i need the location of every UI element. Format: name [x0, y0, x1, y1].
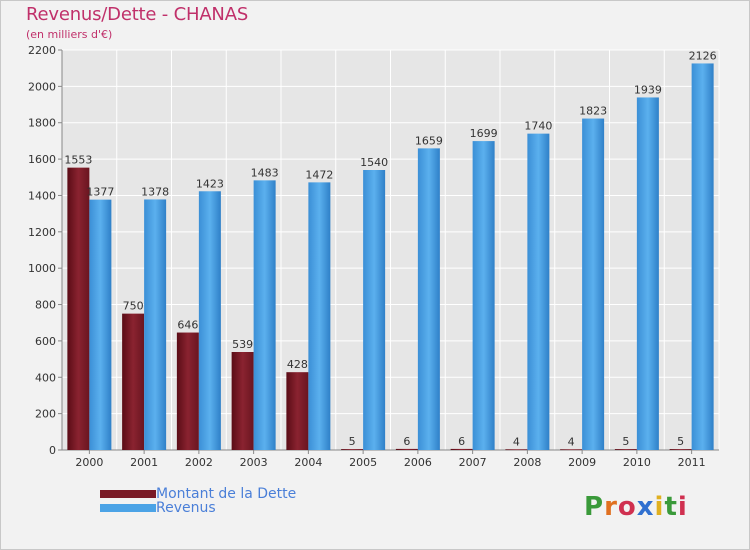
x-tick-label: 2010	[623, 456, 651, 469]
bar-revenus	[363, 170, 386, 450]
data-label-revenus: 1472	[305, 168, 333, 181]
x-tick-label: 2001	[130, 456, 158, 469]
legend-item-revenus: Revenus	[100, 500, 216, 516]
logo-letter: t	[664, 492, 678, 522]
bar-revenus	[472, 141, 495, 450]
x-tick-label: 2005	[349, 456, 377, 469]
y-tick-label: 1000	[28, 262, 56, 275]
x-tick-label: 2009	[568, 456, 596, 469]
x-tick-label: 2004	[294, 456, 322, 469]
bar-dette	[341, 449, 364, 450]
data-label-revenus: 1740	[524, 120, 552, 133]
logo-letter: r	[604, 492, 618, 522]
data-label-revenus: 1699	[470, 127, 498, 140]
bar-dette	[286, 372, 309, 450]
bar-revenus	[198, 191, 221, 451]
data-label-dette: 646	[177, 319, 198, 332]
data-label-revenus: 1378	[141, 185, 169, 198]
x-tick-label: 2011	[678, 456, 706, 469]
y-tick-label: 800	[35, 299, 56, 312]
y-tick-label: 2200	[28, 44, 56, 57]
bar-dette	[67, 167, 90, 451]
y-tick-label: 400	[35, 371, 56, 384]
data-label-dette: 5	[622, 435, 629, 448]
y-tick-label: 1400	[28, 189, 56, 202]
bar-dette	[122, 313, 145, 450]
x-tick-label: 2002	[185, 456, 213, 469]
x-tick-label: 2008	[513, 456, 541, 469]
data-label-dette: 4	[513, 435, 520, 448]
y-tick-label: 1800	[28, 117, 56, 130]
bar-revenus	[417, 148, 440, 450]
data-label-revenus: 1377	[86, 186, 114, 199]
y-tick-label: 600	[35, 335, 56, 348]
legend-swatch-revenus	[100, 504, 156, 512]
data-label-dette: 5	[349, 435, 356, 448]
data-label-dette: 5	[677, 435, 684, 448]
data-label-revenus: 1823	[579, 105, 607, 118]
x-tick-label: 2006	[404, 456, 432, 469]
y-tick-label: 1600	[28, 153, 56, 166]
y-tick-label: 1200	[28, 226, 56, 239]
chart-title: Revenus/Dette - CHANAS	[26, 4, 249, 25]
proxiti-logo: Proxiti	[584, 492, 688, 522]
x-tick-label: 2007	[459, 456, 487, 469]
data-label-revenus: 2126	[689, 49, 717, 62]
bar-revenus	[253, 180, 276, 450]
bar-dette	[614, 449, 637, 450]
data-label-revenus: 1659	[415, 134, 443, 147]
bar-revenus	[527, 133, 550, 451]
bar-revenus	[636, 97, 659, 451]
data-label-dette: 539	[232, 338, 253, 351]
legend-item-dette: Montant de la Dette	[100, 486, 297, 502]
legend-swatch-dette	[100, 490, 156, 498]
y-tick-label: 2000	[28, 80, 56, 93]
bar-revenus	[582, 118, 605, 450]
logo-letter: i	[677, 492, 688, 522]
bar-revenus	[308, 182, 331, 450]
data-label-dette: 4	[568, 435, 575, 448]
bar-dette	[560, 449, 583, 451]
data-label-dette: 6	[403, 435, 410, 448]
logo-letter: x	[636, 492, 655, 522]
bar-dette	[669, 449, 692, 450]
x-tick-label: 2000	[75, 456, 103, 469]
x-tick-label: 2003	[240, 456, 268, 469]
logo-letter: o	[617, 492, 637, 522]
y-tick-label: 200	[35, 408, 56, 421]
legend-label-revenus: Revenus	[156, 500, 216, 516]
data-label-revenus: 1540	[360, 156, 388, 169]
chart-subtitle: (en milliers d'€)	[26, 28, 113, 41]
bar-revenus	[691, 63, 714, 451]
bar-dette	[505, 449, 528, 451]
bar-revenus	[89, 199, 112, 450]
bar-dette	[231, 352, 254, 450]
legend-label-dette: Montant de la Dette	[156, 486, 297, 502]
data-label-revenus: 1939	[634, 83, 662, 96]
data-label-revenus: 1423	[196, 177, 224, 190]
logo-letter: P	[584, 492, 605, 522]
data-label-revenus: 1483	[251, 166, 279, 179]
bar-dette	[395, 448, 418, 450]
data-label-dette: 428	[287, 358, 308, 371]
data-label-dette: 1553	[64, 154, 92, 167]
y-tick-label: 0	[49, 444, 56, 457]
logo-letter: i	[654, 492, 665, 522]
data-label-dette: 6	[458, 435, 465, 448]
bar-dette	[450, 448, 473, 450]
data-label-dette: 750	[123, 300, 144, 313]
bar-dette	[176, 332, 199, 450]
bar-revenus	[144, 199, 167, 450]
